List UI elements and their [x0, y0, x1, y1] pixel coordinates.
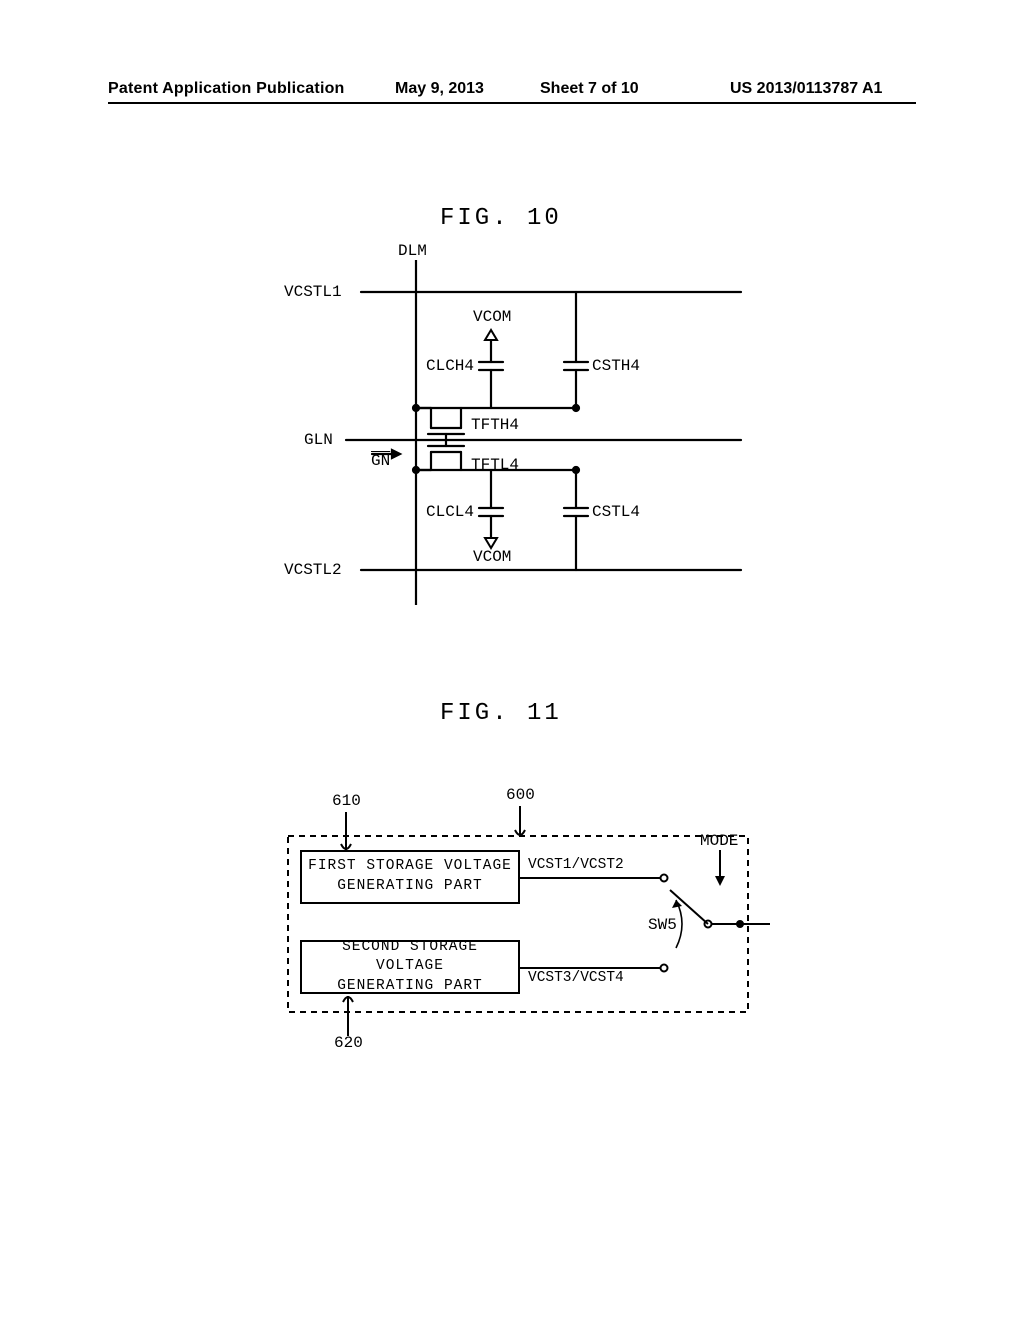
lbl-out1: VCST1/VCST2 [528, 857, 624, 873]
box1-text: FIRST STORAGE VOLTAGE GENERATING PART [308, 857, 512, 896]
header-rule [108, 102, 916, 104]
lbl-gln: GLN [304, 431, 333, 449]
lbl-tftl4: TFTL4 [471, 456, 519, 474]
header-sheet: Sheet 7 of 10 [540, 80, 639, 98]
fig11-diagram: FIRST STORAGE VOLTAGE GENERATING PART SE… [268, 760, 778, 1050]
header-date: May 9, 2013 [395, 80, 484, 98]
box2-text: SECOND STORAGE VOLTAGE GENERATING PART [306, 938, 514, 997]
header-pubno: US 2013/0113787 A1 [730, 80, 882, 98]
header-left: Patent Application Publication [108, 80, 345, 98]
fig11-title: FIG. 11 [440, 700, 562, 727]
lbl-out2: VCST3/VCST4 [528, 970, 624, 986]
fig10-title: FIG. 10 [440, 205, 562, 232]
lbl-gn: GN [371, 452, 390, 470]
lbl-vcom-bot: VCOM [473, 548, 511, 566]
lbl-cstl4: CSTL4 [592, 503, 640, 521]
lbl-clcl4: CLCL4 [426, 503, 474, 521]
lbl-sw5: SW5 [648, 916, 677, 934]
lbl-dlm: DLM [398, 242, 427, 260]
lbl-vcstl1: VCSTL1 [284, 283, 342, 301]
fig10-diagram: DLM VCSTL1 VCSTL2 VCOM VCOM CLCH4 CSTH4 … [276, 260, 756, 605]
lbl-vcstl2: VCSTL2 [284, 561, 342, 579]
lbl-mode: MODE [700, 832, 738, 850]
lbl-600: 600 [506, 786, 535, 804]
box-second-storage: SECOND STORAGE VOLTAGE GENERATING PART [300, 940, 520, 994]
lbl-tfth4: TFTH4 [471, 416, 519, 434]
box-first-storage: FIRST STORAGE VOLTAGE GENERATING PART [300, 850, 520, 904]
lbl-csth4: CSTH4 [592, 357, 640, 375]
lbl-clch4: CLCH4 [426, 357, 474, 375]
lbl-620: 620 [334, 1034, 363, 1052]
lbl-610: 610 [332, 792, 361, 810]
lbl-vcom-top: VCOM [473, 308, 511, 326]
page: Patent Application Publication May 9, 20… [0, 0, 1024, 1320]
